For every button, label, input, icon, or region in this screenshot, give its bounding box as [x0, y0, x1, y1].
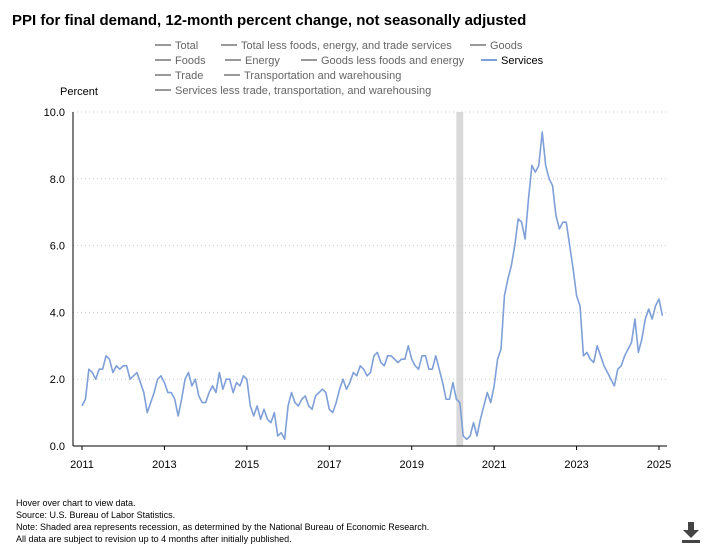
legend-label: Trade [175, 70, 204, 82]
legend-swatch [155, 59, 171, 62]
legend-item-trade[interactable]: Trade [155, 70, 203, 82]
legend-swatch [155, 74, 171, 77]
x-tick-label: 2019 [399, 459, 423, 471]
x-tick-label: 2015 [235, 459, 259, 471]
legend-swatch [301, 59, 317, 62]
x-tick-label: 2013 [152, 459, 176, 471]
note-hover: Hover over chart to view data. [16, 498, 136, 508]
series-line-services [81, 131, 664, 441]
legend-item-goods[interactable]: Goods [470, 40, 522, 52]
chart-legend: Total Total less foods, energy, and trad… [0, 0, 709, 100]
legend-label: Energy [245, 55, 280, 67]
download-button[interactable] [680, 520, 702, 544]
x-tick-label: 2023 [564, 459, 588, 471]
legend-label: Total [175, 40, 199, 52]
legend-item-total-less-foods-energy-trade[interactable]: Total less foods, energy, and trade serv… [221, 40, 452, 52]
legend-label: Total less foods, energy, and trade serv… [241, 40, 452, 52]
chart-title: PPI for final demand, 12-month percent c… [12, 12, 527, 29]
legend-swatch [224, 74, 240, 77]
note-revision: All data are subject to revision up to 4… [16, 534, 292, 544]
y-tick-label: 8.0 [50, 174, 65, 186]
note-source: Source: U.S. Bureau of Labor Statistics. [16, 510, 176, 520]
legend-label: Services [501, 55, 544, 67]
x-tick-label: 2025 [647, 459, 671, 471]
legend-label: Foods [175, 55, 206, 67]
x-tick-label: 2011 [70, 459, 94, 471]
legend-swatch [470, 44, 486, 47]
y-tick-label: 6.0 [50, 241, 65, 253]
legend-swatch [221, 44, 237, 47]
recession-band [456, 112, 464, 446]
note-recession: Note: Shaded area represents recession, … [16, 522, 430, 532]
line-chart[interactable]: 0.0 2.0 4.0 6.0 8.0 10.0 2011 2013 2015 2017 2019 2… [0, 0, 709, 490]
legend-swatch [481, 59, 497, 62]
legend-swatch [225, 59, 241, 62]
legend-swatch [155, 89, 171, 92]
y-axis-label: Percent [60, 86, 98, 98]
y-tick-label: 10.0 [44, 107, 65, 119]
legend-label: Transportation and warehousing [244, 70, 402, 82]
legend-label: Services less trade, transportation, and… [175, 85, 432, 97]
legend-item-transportation-warehousing[interactable]: Transportation and warehousing [224, 70, 401, 82]
x-tick-label: 2021 [482, 459, 506, 471]
y-tick-label: 2.0 [50, 374, 65, 386]
legend-item-services-less-trade-transportation[interactable]: Services less trade, transportation, and… [155, 85, 431, 97]
legend-item-services[interactable]: Services [481, 55, 543, 67]
legend-label: Goods [490, 40, 523, 52]
legend-item-foods[interactable]: Foods [155, 55, 206, 67]
legend-item-goods-less-foods-energy[interactable]: Goods less foods and energy [301, 55, 464, 67]
chart-notes: Hover over chart to view data. Source: U… [16, 497, 429, 545]
x-tick-label: 2017 [317, 459, 341, 471]
y-tick-label: 4.0 [50, 307, 65, 319]
legend-label: Goods less foods and energy [321, 55, 465, 67]
y-tick-label: 0.0 [50, 441, 65, 453]
legend-item-total[interactable]: Total [155, 40, 198, 52]
legend-swatch [155, 44, 171, 47]
legend-item-energy[interactable]: Energy [225, 55, 280, 67]
download-icon [682, 522, 700, 543]
